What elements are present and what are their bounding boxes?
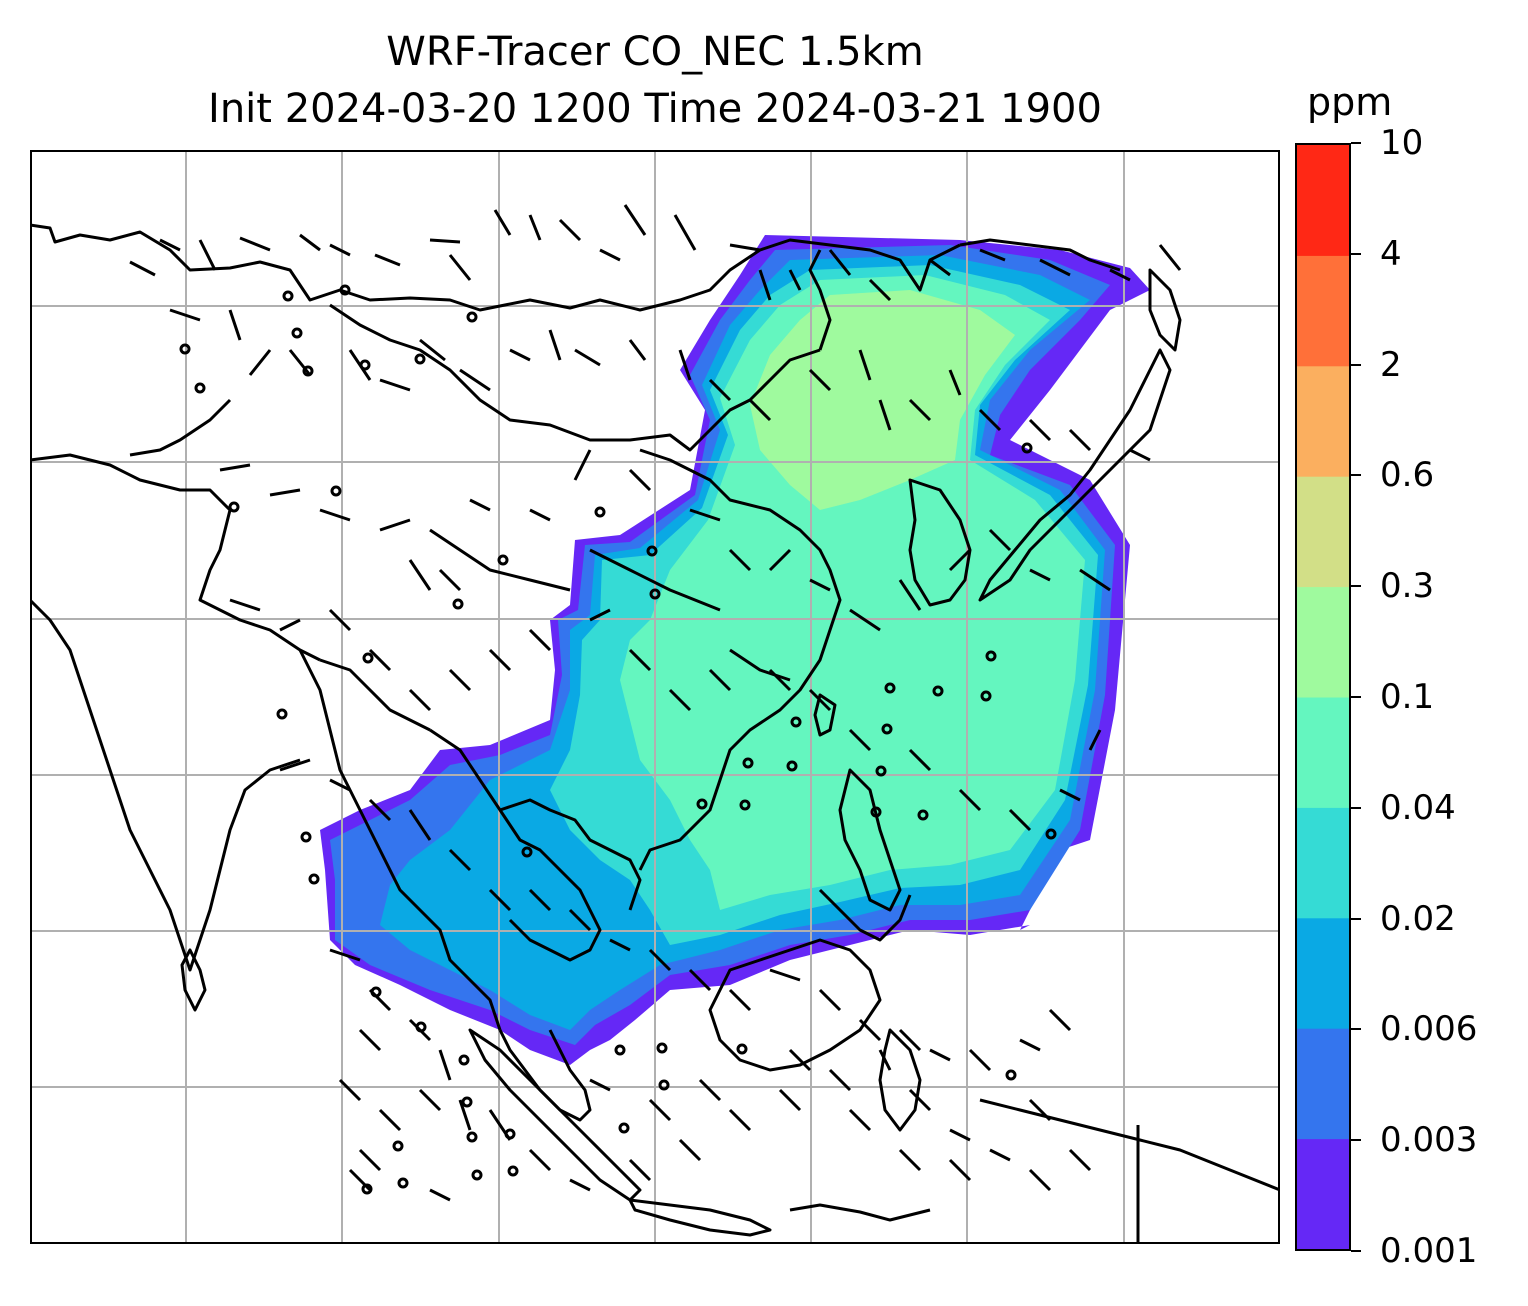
colorbar-band [1297,1028,1349,1140]
colorbar-tick-label: 4 [1380,233,1402,274]
colorbar-tick-label: 10 [1380,123,1424,163]
colorbar-tick-label: 0.04 [1380,787,1456,828]
gridlines [30,150,1280,1244]
map-title-line-2: Init 2024-03-20 1200 Time 2024-03-21 190… [208,86,1102,132]
colorbar-band [1297,365,1349,477]
map-frame [30,150,1280,1244]
map-panel [30,150,1280,1244]
colorbar-tick-label: 0.003 [1380,1120,1478,1161]
colorbar-tick-label: 2 [1380,344,1402,385]
colorbar-band [1297,807,1349,919]
map-title-line-1: WRF-Tracer CO_NEC 1.5km [386,29,924,75]
colorbar-tick [1351,252,1361,255]
colorbar-tick-label: 0.1 [1380,677,1435,717]
colorbar-tick-label: 0.001 [1380,1231,1478,1271]
wind-barbs [129,204,1182,1202]
coastlines-and-borders [30,223,1280,1244]
colorbar-tick [1351,1250,1361,1252]
colorbar-band [1297,145,1349,256]
colorbar-bands [1297,145,1349,1249]
colorbar-tick [1351,806,1361,809]
colorbar [1295,143,1351,1251]
colorbar-band [1297,1138,1349,1249]
colorbar-tick [1351,474,1361,477]
colorbar-tick [1351,1028,1361,1031]
colorbar-tick-label: 0.6 [1380,455,1435,496]
colorbar-tick [1351,1139,1361,1142]
colorbar-band [1297,697,1349,808]
colorbar-tick-label: 0.02 [1380,898,1456,939]
colorbar-unit-label: ppm [1307,80,1393,124]
colorbar-tick [1351,585,1361,588]
colorbar-band [1297,255,1349,367]
colorbar-tick-label: 0.3 [1380,566,1435,607]
colorbar-tick [1351,363,1361,366]
colorbar-band [1297,476,1349,588]
colorbar-tick [1351,696,1361,698]
colorbar-band [1297,917,1349,1029]
fill-level-0.1 [750,290,1015,510]
colorbar-tick [1351,917,1361,920]
colorbar-band [1297,586,1349,698]
colorbar-tick [1351,142,1361,144]
colorbar-tick-label: 0.006 [1380,1009,1478,1050]
